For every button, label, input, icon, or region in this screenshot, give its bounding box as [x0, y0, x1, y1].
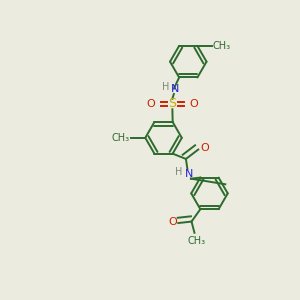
Text: N: N: [185, 169, 193, 179]
Text: O: O: [190, 99, 198, 109]
Text: CH₃: CH₃: [212, 41, 231, 51]
Text: O: O: [146, 99, 155, 109]
Text: H: H: [176, 167, 183, 177]
Text: S: S: [168, 98, 176, 110]
Text: N: N: [171, 84, 179, 94]
Text: CH₃: CH₃: [188, 236, 206, 246]
Text: O: O: [200, 143, 209, 153]
Text: O: O: [168, 218, 177, 227]
Text: CH₃: CH₃: [111, 133, 129, 143]
Text: H: H: [162, 82, 169, 92]
